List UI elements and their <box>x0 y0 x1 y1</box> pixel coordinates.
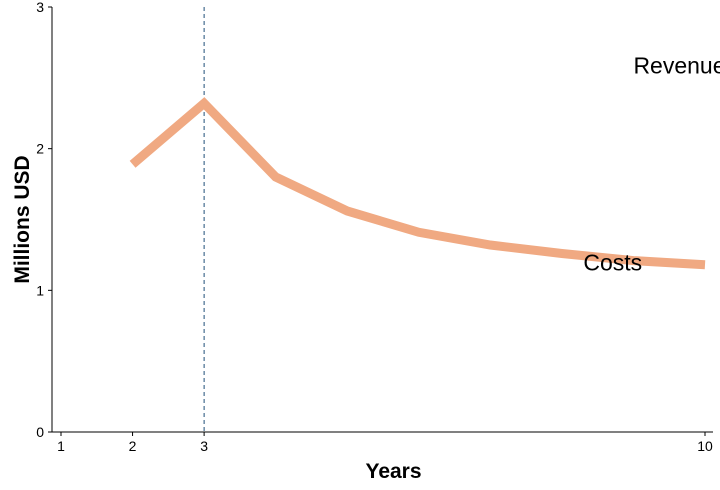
x-tick-label: 2 <box>129 438 137 454</box>
y-tick-label: 3 <box>36 0 44 15</box>
series-line <box>129 97 706 270</box>
y-tick-label: 1 <box>36 282 44 298</box>
annotation-label: Costs <box>583 250 642 276</box>
y-tick-label: 0 <box>36 424 44 440</box>
x-tick-label: 10 <box>697 438 713 454</box>
x-tick-label: 1 <box>57 438 65 454</box>
y-tick-label: 2 <box>36 141 44 157</box>
y-axis-title: Millions USD <box>11 155 34 283</box>
x-tick-label: 3 <box>200 438 208 454</box>
x-axis-title: Years <box>365 460 421 483</box>
annotation-label: Revenues <box>633 53 720 79</box>
plot-area: 012312310RevenuesCostsYearsMillions USD <box>11 0 720 483</box>
